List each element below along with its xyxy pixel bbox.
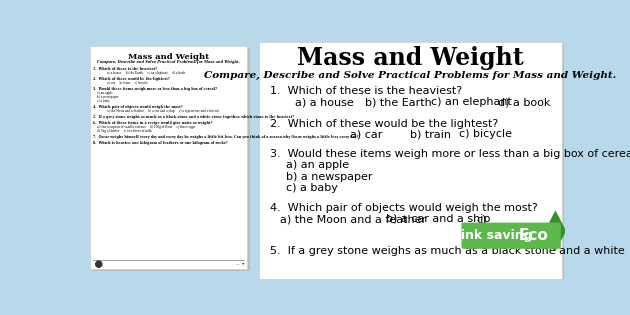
Text: 6.  Which of these items in a recipe would give units as weight?: 6. Which of these items in a recipe woul… bbox=[93, 121, 213, 125]
FancyBboxPatch shape bbox=[92, 48, 249, 271]
Text: Eco: Eco bbox=[518, 228, 548, 243]
Text: c) bicycle: c) bicycle bbox=[459, 129, 512, 140]
Text: b) a car and a ship: b) a car and a ship bbox=[386, 214, 490, 224]
Text: a) a house: a) a house bbox=[295, 97, 354, 107]
Text: d) 5kg of butter     e) two litres of milk: d) 5kg of butter e) two litres of milk bbox=[97, 129, 152, 133]
Text: b) a newspaper: b) a newspaper bbox=[97, 95, 119, 99]
Text: 1.  Which of these is the heaviest?: 1. Which of these is the heaviest? bbox=[270, 86, 462, 96]
Text: 5.  If a grey stone weighs as much as a black stone and a white: 5. If a grey stone weighs as much as a b… bbox=[270, 246, 624, 256]
Text: Compare, Describe and Solve Practical Problems for Mass and Weight.: Compare, Describe and Solve Practical Pr… bbox=[97, 60, 240, 64]
Text: 3.  Would these items weigh more or less than a big box of cereal?: 3. Would these items weigh more or less … bbox=[270, 149, 630, 159]
Text: c): c) bbox=[477, 214, 488, 224]
Text: 2.  Which of these would be the lightest?: 2. Which of these would be the lightest? bbox=[270, 119, 498, 129]
Text: 1.  Which of these is the heaviest?: 1. Which of these is the heaviest? bbox=[93, 67, 158, 71]
Text: Compare, Describe and Solve Practical Problems for Mass and Weight.: Compare, Describe and Solve Practical Pr… bbox=[204, 71, 616, 80]
Polygon shape bbox=[544, 210, 566, 251]
Text: c) a baby: c) a baby bbox=[97, 99, 110, 103]
Text: b) a newspaper: b) a newspaper bbox=[286, 172, 372, 182]
Text: d) a book: d) a book bbox=[498, 97, 551, 107]
Text: a) One teaspoon of vanilla essence     b) 100g of flour     c) three eggs: a) One teaspoon of vanilla essence b) 10… bbox=[97, 125, 195, 129]
FancyBboxPatch shape bbox=[261, 44, 564, 281]
Text: Mass and Weight: Mass and Weight bbox=[128, 53, 209, 61]
Text: b) train: b) train bbox=[410, 129, 451, 140]
Text: 3.  Would these items weigh more or less than a big box of cereal?: 3. Would these items weigh more or less … bbox=[93, 87, 217, 91]
Text: a) the Moon and a feather: a) the Moon and a feather bbox=[280, 214, 427, 224]
Text: 5.  If a grey stone weighs as much as a black stone and a white stone together, : 5. If a grey stone weighs as much as a b… bbox=[93, 115, 295, 119]
Text: 7.  Oscar weighs himself every day and every day he weighs a little bit less. Ca: 7. Oscar weighs himself every day and ev… bbox=[93, 135, 359, 139]
Text: c) a baby: c) a baby bbox=[286, 183, 338, 193]
Text: c) an elephant: c) an elephant bbox=[432, 97, 512, 107]
Text: a) the Moon and a feather     b) a car and a ship     c) a typewriter and a bisc: a) the Moon and a feather b) a car and a… bbox=[106, 109, 218, 113]
Text: Mass and Weight: Mass and Weight bbox=[297, 46, 524, 70]
Text: a) a house     b) the Earth     c) an elephant     d) a book: a) a house b) the Earth c) an elephant d… bbox=[106, 71, 185, 75]
Text: a) car     b) train     c) bicycle: a) car b) train c) bicycle bbox=[106, 81, 147, 85]
FancyBboxPatch shape bbox=[461, 223, 561, 249]
Circle shape bbox=[96, 261, 102, 267]
Text: a) an apple: a) an apple bbox=[97, 91, 113, 95]
Text: 4.  Which pair of objects would weigh the most?: 4. Which pair of objects would weigh the… bbox=[93, 105, 183, 109]
Text: b) the Earth: b) the Earth bbox=[365, 97, 432, 107]
Text: 4.  Which pair of objects would weigh the most?: 4. Which pair of objects would weigh the… bbox=[270, 203, 537, 213]
FancyBboxPatch shape bbox=[89, 45, 248, 269]
FancyBboxPatch shape bbox=[259, 42, 561, 279]
Text: —  ✦: — ✦ bbox=[236, 261, 244, 266]
Text: a) car: a) car bbox=[350, 129, 382, 140]
Text: a) an apple: a) an apple bbox=[286, 160, 349, 170]
Text: 8.  Which is heavier, one kilogram of feathers or one kilogram of rocks?: 8. Which is heavier, one kilogram of fea… bbox=[93, 141, 228, 145]
Text: 2.  Which of these would be the lightest?: 2. Which of these would be the lightest? bbox=[93, 77, 170, 81]
Text: ink saving: ink saving bbox=[461, 229, 532, 242]
